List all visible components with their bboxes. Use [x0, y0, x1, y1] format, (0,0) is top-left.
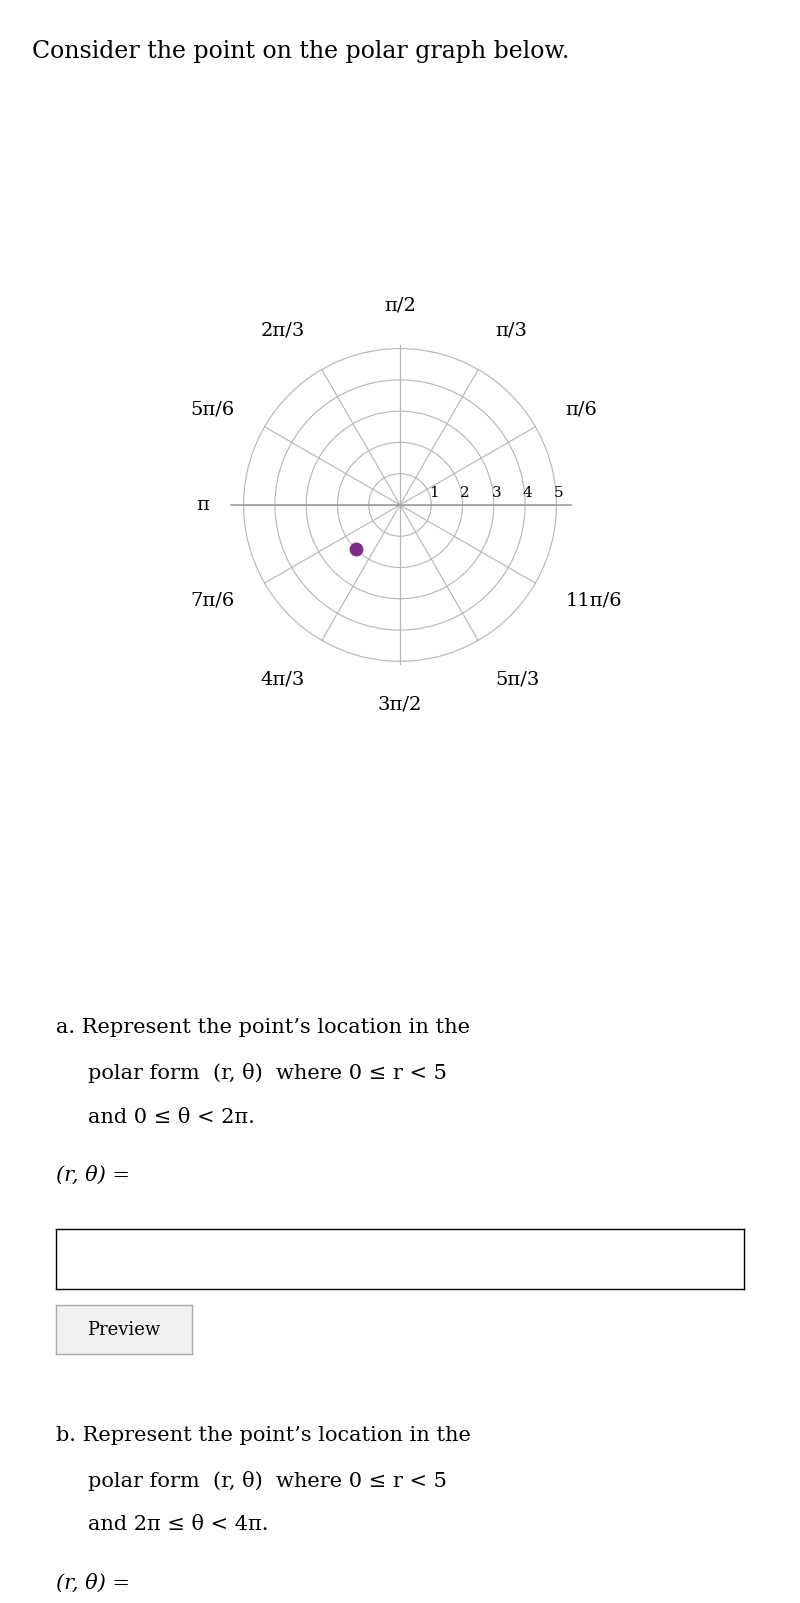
Text: polar form  (r, θ)  where 0 ≤ r < 5: polar form (r, θ) where 0 ≤ r < 5 — [88, 1470, 447, 1491]
Text: 4: 4 — [522, 486, 533, 500]
Text: π/3: π/3 — [495, 322, 527, 340]
Text: 3: 3 — [491, 486, 501, 500]
Text: b. Represent the point’s location in the: b. Represent the point’s location in the — [56, 1425, 471, 1444]
Text: 3π/2: 3π/2 — [378, 696, 422, 713]
Text: π/2: π/2 — [384, 297, 416, 314]
Text: and 2π ≤ θ < 4π.: and 2π ≤ θ < 4π. — [88, 1515, 269, 1534]
Text: 4π/3: 4π/3 — [260, 670, 305, 688]
Text: and 0 ≤ θ < 2π.: and 0 ≤ θ < 2π. — [88, 1108, 255, 1127]
Text: 5π/6: 5π/6 — [190, 401, 234, 418]
Text: 11π/6: 11π/6 — [566, 592, 622, 609]
Text: (r, θ) =: (r, θ) = — [56, 1165, 130, 1185]
Text: (r, θ) =: (r, θ) = — [56, 1574, 130, 1593]
Text: 2: 2 — [460, 486, 470, 500]
Text: 7π/6: 7π/6 — [190, 592, 234, 609]
Text: polar form  (r, θ)  where 0 ≤ r < 5: polar form (r, θ) where 0 ≤ r < 5 — [88, 1063, 447, 1082]
Text: 5π/3: 5π/3 — [495, 670, 540, 688]
Text: π/6: π/6 — [566, 401, 597, 418]
Text: 1: 1 — [429, 486, 438, 500]
Text: π: π — [196, 495, 210, 515]
Text: 5: 5 — [554, 486, 564, 500]
Text: Preview: Preview — [87, 1321, 161, 1339]
Text: 2π/3: 2π/3 — [260, 322, 305, 340]
Text: a. Represent the point’s location in the: a. Represent the point’s location in the — [56, 1018, 470, 1037]
Text: Consider the point on the polar graph below.: Consider the point on the polar graph be… — [32, 40, 570, 63]
